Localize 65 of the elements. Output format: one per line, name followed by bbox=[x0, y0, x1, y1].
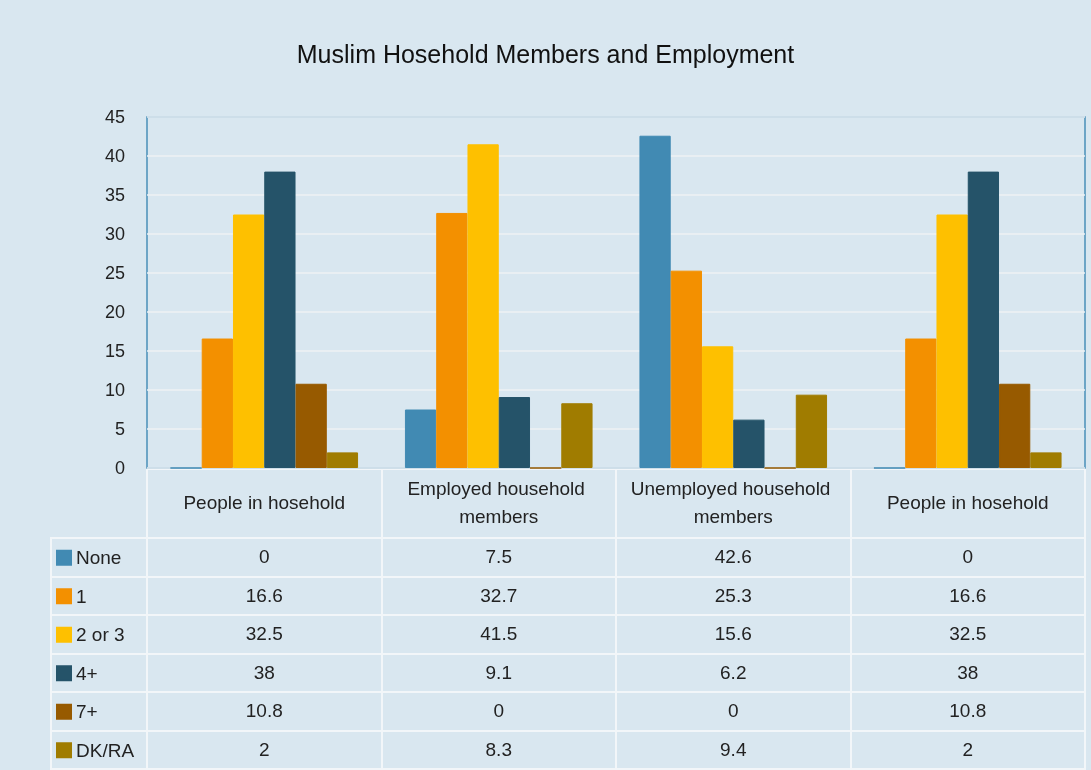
bar bbox=[670, 270, 702, 468]
data-label: 2 bbox=[850, 730, 1085, 769]
data-label: 0 bbox=[850, 538, 1085, 577]
data-label: 16.6 bbox=[850, 576, 1085, 615]
bar bbox=[905, 338, 937, 468]
data-label: 10.8 bbox=[147, 692, 382, 731]
bar bbox=[436, 212, 468, 468]
data-label: 38 bbox=[147, 653, 382, 692]
legend-label: 1 bbox=[76, 585, 87, 607]
bar bbox=[467, 144, 499, 468]
data-label: 9.1 bbox=[381, 653, 616, 692]
bar bbox=[967, 171, 1000, 468]
data-label: 6.2 bbox=[616, 653, 851, 692]
data-label: 0 bbox=[381, 692, 616, 731]
chart-title: Muslim Hosehold Members and Employment bbox=[296, 39, 795, 68]
bar bbox=[404, 409, 437, 468]
bar bbox=[295, 383, 327, 468]
x-tick-label: Employed household members bbox=[407, 478, 591, 527]
data-label: 41.5 bbox=[381, 615, 616, 654]
data-label: 0 bbox=[147, 538, 382, 577]
y-tick-label: 0 bbox=[114, 458, 125, 478]
bar bbox=[795, 394, 828, 468]
bar bbox=[701, 346, 734, 468]
bar bbox=[936, 214, 968, 468]
y-tick-label: 10 bbox=[104, 380, 125, 400]
y-tick-label: 20 bbox=[104, 302, 125, 322]
bar bbox=[201, 338, 233, 468]
data-label: 2 bbox=[147, 730, 382, 769]
data-label: 9.4 bbox=[616, 730, 851, 769]
legend-label: 4+ bbox=[76, 662, 98, 684]
data-label: 7.5 bbox=[381, 538, 616, 577]
bar bbox=[999, 383, 1031, 468]
y-tick-label: 30 bbox=[104, 224, 125, 244]
y-tick-label: 40 bbox=[104, 146, 125, 166]
data-label: 42.6 bbox=[616, 538, 851, 577]
y-tick-label: 45 bbox=[104, 107, 125, 127]
legend-label: 2 or 3 bbox=[76, 624, 125, 646]
bar bbox=[639, 135, 671, 468]
x-tick-label: Unemployed household members bbox=[630, 478, 836, 527]
x-tick-label: People in hosehold bbox=[183, 492, 346, 513]
data-label: 8.3 bbox=[381, 730, 616, 769]
bar bbox=[733, 419, 765, 468]
legend-label: None bbox=[76, 547, 122, 569]
data-label: 32.7 bbox=[381, 576, 616, 615]
legend-label: DK/RA bbox=[76, 739, 135, 761]
legend-label: 7+ bbox=[76, 701, 98, 723]
y-tick-label: 25 bbox=[104, 263, 125, 283]
data-label: 0 bbox=[616, 692, 851, 731]
bar bbox=[561, 403, 593, 468]
data-label: 16.6 bbox=[147, 576, 382, 615]
bar bbox=[1030, 452, 1062, 468]
bar bbox=[326, 452, 359, 468]
y-tick-label: 15 bbox=[104, 341, 125, 361]
x-tick-label: People in hosehold bbox=[886, 492, 1049, 513]
bar bbox=[232, 214, 265, 468]
data-label: 32.5 bbox=[147, 615, 382, 654]
y-tick-label: 35 bbox=[104, 185, 125, 205]
data-label: 10.8 bbox=[850, 692, 1085, 731]
data-label: 32.5 bbox=[850, 615, 1085, 654]
y-tick-label: 5 bbox=[114, 419, 125, 439]
data-label: 15.6 bbox=[616, 615, 851, 654]
bar bbox=[264, 171, 296, 468]
data-label: 38 bbox=[850, 653, 1085, 692]
bar bbox=[498, 397, 531, 468]
data-label: 25.3 bbox=[616, 576, 851, 615]
